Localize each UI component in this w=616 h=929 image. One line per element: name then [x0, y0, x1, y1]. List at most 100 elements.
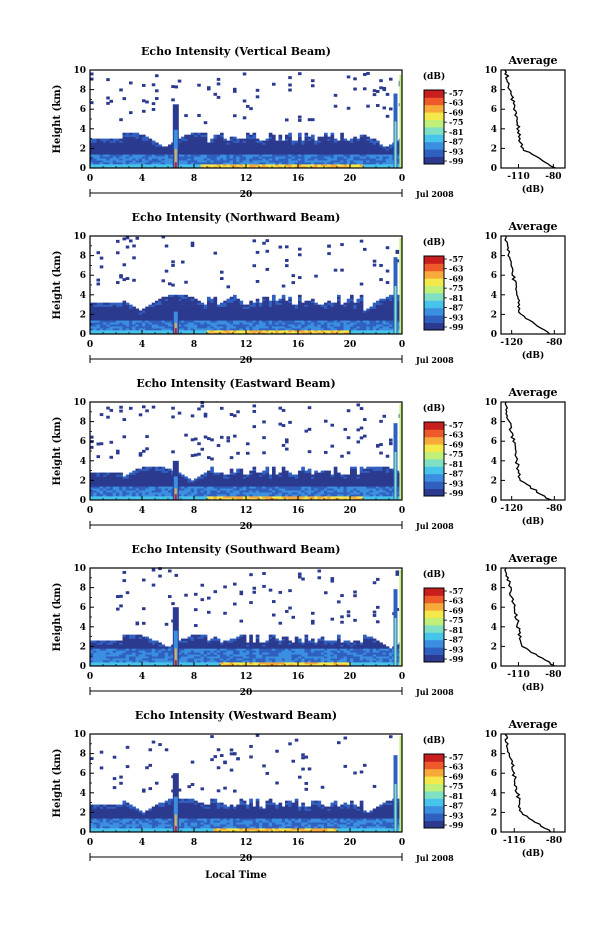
heatmap-cell	[184, 314, 188, 317]
heatmap-cell	[226, 332, 231, 335]
heatmap-cell	[106, 306, 110, 309]
heatmap-cell	[122, 490, 127, 493]
heatmap-cell	[129, 142, 133, 145]
heatmap-cell	[220, 132, 224, 135]
heatmap-cell	[288, 324, 292, 327]
heatmap-cell	[255, 326, 260, 329]
heatmap-cell	[255, 472, 260, 475]
heatmap-cell	[350, 158, 354, 161]
heatmap-cell	[103, 312, 107, 315]
heatmap-cell	[369, 494, 374, 497]
heatmap-cell	[389, 144, 393, 147]
heatmap-cell	[259, 486, 263, 489]
convective-spike	[172, 296, 179, 334]
heatmap-cell	[148, 144, 153, 147]
heatmap-cell	[246, 136, 250, 139]
panel-title: Echo Intensity (Vertical Beam)	[141, 45, 331, 58]
heatmap-cell	[155, 328, 159, 331]
heatmap-cell	[155, 304, 159, 307]
colorbar-frame	[423, 255, 445, 331]
heatmap-cell	[265, 474, 270, 477]
heatmap-cell	[366, 144, 370, 147]
heatmap-cell	[340, 148, 344, 151]
heatmap-cell	[200, 494, 205, 497]
heatmap-cell	[255, 332, 260, 335]
heatmap-cell	[148, 332, 153, 335]
heatmap-cell	[103, 314, 107, 317]
heatmap-cell	[239, 476, 244, 479]
heatmap-cell	[372, 496, 377, 499]
heatmap-cell	[346, 308, 351, 311]
heatmap-cell	[220, 150, 224, 153]
heatmap-cell	[207, 154, 211, 157]
heatmap-cell	[125, 158, 130, 161]
heatmap-cell	[129, 134, 133, 137]
heatmap-cell	[356, 482, 361, 485]
heatmap-cell	[259, 328, 263, 331]
heatmap-cell	[90, 150, 94, 153]
heatmap-cell	[158, 326, 162, 329]
heatmap-cell	[385, 166, 390, 169]
heatmap-cell	[132, 472, 136, 475]
heatmap-cell	[369, 326, 374, 329]
heatmap-cell	[90, 324, 94, 327]
heatmap-cell	[158, 322, 162, 325]
heatmap-cell	[190, 148, 195, 151]
heatmap-cell	[268, 158, 273, 161]
heatmap-cell	[242, 324, 247, 327]
heatmap-cell	[99, 318, 104, 321]
heatmap-cell	[220, 164, 224, 167]
heatmap-cell	[333, 148, 338, 151]
heatmap-cell	[223, 304, 227, 307]
y-tick-label: 2	[80, 310, 86, 320]
heatmap-cell	[304, 142, 309, 145]
heatmap-cell	[382, 466, 387, 469]
heatmap-cell	[249, 318, 253, 321]
heatmap-cell	[363, 312, 367, 315]
heatmap-cell	[252, 318, 257, 321]
heatmap-cell	[229, 166, 234, 169]
heatmap-cell	[340, 308, 344, 311]
heatmap-cell	[135, 156, 140, 159]
heatmap-cell	[197, 158, 201, 161]
heatmap-cell	[158, 478, 162, 481]
heatmap-cell	[343, 330, 348, 333]
heatmap-cell	[223, 486, 227, 489]
heatmap-cell	[317, 306, 322, 309]
heatmap-cell	[272, 138, 276, 141]
heatmap-cell	[320, 326, 325, 329]
heatmap-cell	[197, 136, 201, 139]
heatmap-cell	[197, 478, 201, 481]
heatmap-cell	[229, 142, 234, 145]
heatmap-cell	[372, 324, 377, 327]
heatmap-cell	[93, 314, 97, 317]
heatmap-cell	[200, 320, 205, 323]
heatmap-cell	[119, 320, 123, 323]
heatmap-cell	[184, 152, 188, 155]
heatmap-cell	[90, 472, 94, 475]
heatmap-cell	[382, 492, 387, 495]
heatmap-cell	[197, 152, 201, 155]
heatmap-cell	[145, 306, 149, 309]
heatmap-cell	[233, 144, 237, 147]
heatmap-cell	[200, 140, 205, 143]
y-tick-label: 2	[80, 144, 86, 154]
heatmap-cell	[346, 310, 351, 313]
heatmap-cell	[142, 150, 146, 153]
heatmap-cell	[343, 158, 348, 161]
heatmap-cell	[190, 296, 195, 300]
heatmap-cell	[116, 480, 120, 483]
heatmap-cell	[285, 447, 289, 451]
heatmap-cell	[259, 320, 263, 323]
heatmap-cell	[116, 332, 120, 335]
heatmap-cell	[229, 148, 234, 151]
heatmap-cell	[298, 474, 302, 477]
heatmap-cell	[239, 146, 244, 149]
heatmap-cell	[389, 328, 393, 331]
heatmap-cell	[330, 484, 335, 487]
heatmap-cell	[132, 496, 136, 499]
heatmap-cell	[142, 326, 146, 329]
colorbar-tick-label: -57	[449, 254, 463, 264]
heatmap-cell	[171, 98, 175, 102]
heatmap-cell	[366, 158, 370, 161]
